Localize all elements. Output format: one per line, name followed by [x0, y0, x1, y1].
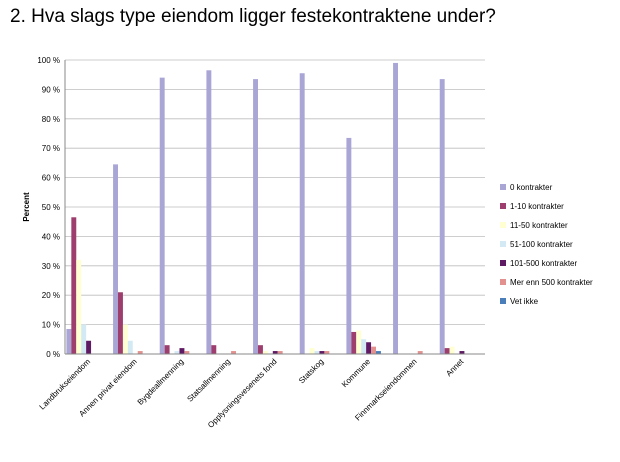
y-axis-title: Percent	[22, 192, 31, 222]
bar	[118, 292, 123, 354]
legend-label: Vet ikke	[510, 297, 539, 306]
bar	[179, 348, 185, 354]
bar	[164, 345, 170, 354]
bar	[66, 329, 72, 354]
bar	[159, 77, 165, 354]
bar	[366, 342, 372, 354]
y-tick-label: 40 %	[42, 232, 60, 241]
bar	[86, 340, 92, 354]
bar	[351, 331, 357, 354]
bar	[113, 164, 118, 354]
bar	[361, 339, 367, 354]
y-tick-label: 30 %	[42, 262, 60, 271]
bar	[206, 70, 212, 354]
x-tick-label: Bygdeallmenning	[136, 357, 186, 407]
x-tick-label: Annet	[444, 357, 466, 379]
bar	[258, 345, 263, 354]
legend-label: 51-100 kontrakter	[510, 240, 573, 249]
bar	[272, 351, 278, 354]
bar	[184, 351, 190, 354]
bar	[81, 324, 87, 354]
bar	[231, 351, 236, 354]
bar	[459, 351, 465, 354]
legend-swatch	[500, 184, 506, 190]
y-tick-label: 100 %	[37, 56, 60, 65]
legend-swatch	[500, 298, 506, 304]
y-tick-label: 60 %	[42, 174, 60, 183]
y-tick-label: 20 %	[42, 291, 60, 300]
bar	[253, 79, 258, 355]
bar	[137, 351, 143, 354]
chart-title: 2. Hva slags type eiendom ligger festeko…	[10, 6, 496, 27]
y-tick-label: 80 %	[42, 115, 60, 124]
bar	[122, 324, 128, 354]
bar	[376, 351, 381, 354]
legend-label: 11-50 kontrakter	[510, 221, 568, 230]
bar	[449, 346, 455, 354]
bar	[346, 137, 352, 354]
y-tick-label: 50 %	[42, 203, 60, 212]
bar	[262, 351, 268, 354]
bar	[444, 348, 450, 354]
bar	[393, 62, 398, 354]
legend-swatch	[500, 279, 506, 285]
bar	[76, 259, 82, 354]
gridlines	[65, 59, 485, 355]
bar	[371, 346, 376, 354]
bar	[324, 351, 330, 354]
bars	[66, 62, 465, 355]
bar	[127, 340, 133, 354]
bar	[71, 217, 77, 354]
bar	[439, 79, 445, 355]
legend-swatch	[500, 222, 506, 228]
y-tick-label: 10 %	[42, 321, 60, 330]
bar	[174, 351, 180, 354]
legend-swatch	[500, 203, 506, 209]
legend-label: 1-10 kontrakter	[510, 202, 564, 211]
legend-label: Mer enn 500 kontrakter	[510, 278, 593, 287]
legend-swatch	[500, 241, 506, 247]
bar	[309, 348, 315, 354]
bar	[356, 330, 362, 354]
legend-label: 0 kontrakter	[510, 183, 553, 192]
y-tick-label: 0 %	[46, 350, 60, 359]
y-tick-label: 70 %	[42, 144, 60, 153]
y-tick-label: 90 %	[42, 85, 60, 94]
bar	[314, 351, 320, 354]
x-tick-label: Landbrukseiendom	[38, 357, 93, 412]
legend-swatch	[500, 260, 506, 266]
bar	[417, 351, 423, 354]
bar	[277, 351, 283, 354]
legend-label: 101-500 kontrakter	[510, 259, 577, 268]
x-tick-label: Kommune	[340, 357, 373, 390]
x-tick-label: Statskog	[297, 357, 325, 385]
bar	[211, 345, 217, 354]
bar	[319, 351, 325, 354]
legend: 0 kontrakter 1-10 kontrakter 11-50 kontrak…	[500, 183, 593, 306]
bar	[299, 73, 305, 354]
x-tick-label: Statsallmenning	[185, 357, 232, 404]
